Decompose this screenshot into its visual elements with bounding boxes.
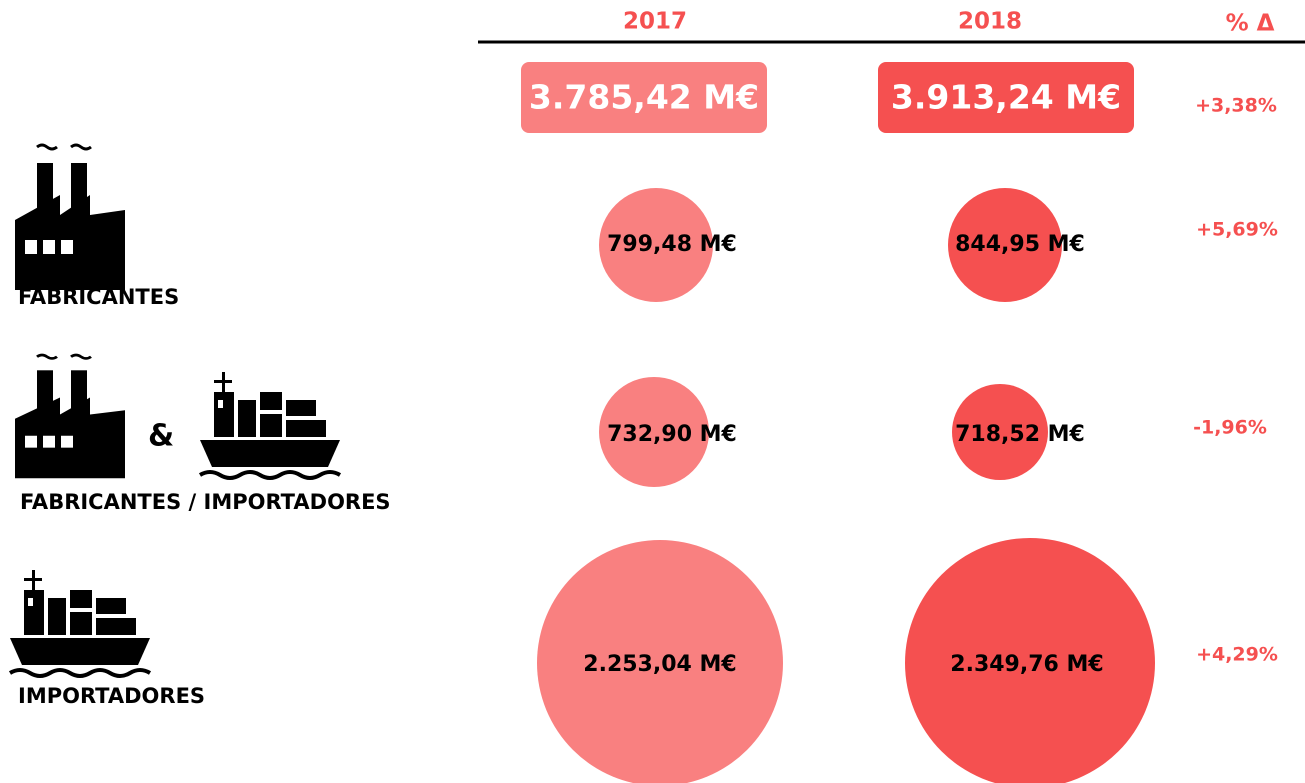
- bubble: [905, 538, 1155, 783]
- change-header: % Δ: [1226, 11, 1275, 37]
- total-box: [878, 62, 1134, 133]
- bubble: [599, 377, 709, 487]
- row-label: FABRICANTES: [18, 285, 179, 309]
- bubble: [948, 188, 1062, 302]
- ship-icon: [198, 370, 342, 480]
- row-value: 2.349,76 M€: [950, 652, 1103, 677]
- bubble: [599, 188, 713, 302]
- total-box: [521, 62, 767, 133]
- row-label: IMPORTADORES: [18, 684, 205, 708]
- factory-icon: [13, 353, 127, 480]
- row-value: 844,95 M€: [955, 232, 1085, 257]
- year-header: 2017: [623, 9, 687, 35]
- ship-icon: [8, 568, 152, 678]
- row-label: FABRICANTES / IMPORTADORES: [20, 490, 391, 514]
- row-value: 799,48 M€: [607, 232, 737, 257]
- connector: &: [148, 419, 174, 454]
- bubble: [952, 384, 1048, 480]
- row-change: +5,69%: [1196, 219, 1278, 241]
- year-header: 2018: [958, 9, 1022, 35]
- row-change: +4,29%: [1196, 644, 1278, 666]
- bubble: [537, 540, 783, 783]
- total-value: 3.785,42 M€: [529, 78, 759, 117]
- total-value: 3.913,24 M€: [891, 78, 1121, 117]
- row-value: 2.253,04 M€: [583, 652, 736, 677]
- row-value: 732,90 M€: [607, 422, 737, 447]
- row-value: 718,52 M€: [955, 422, 1085, 447]
- total-change: +3,38%: [1195, 95, 1277, 117]
- row-change: -1,96%: [1193, 417, 1267, 439]
- factory-icon: [13, 143, 127, 292]
